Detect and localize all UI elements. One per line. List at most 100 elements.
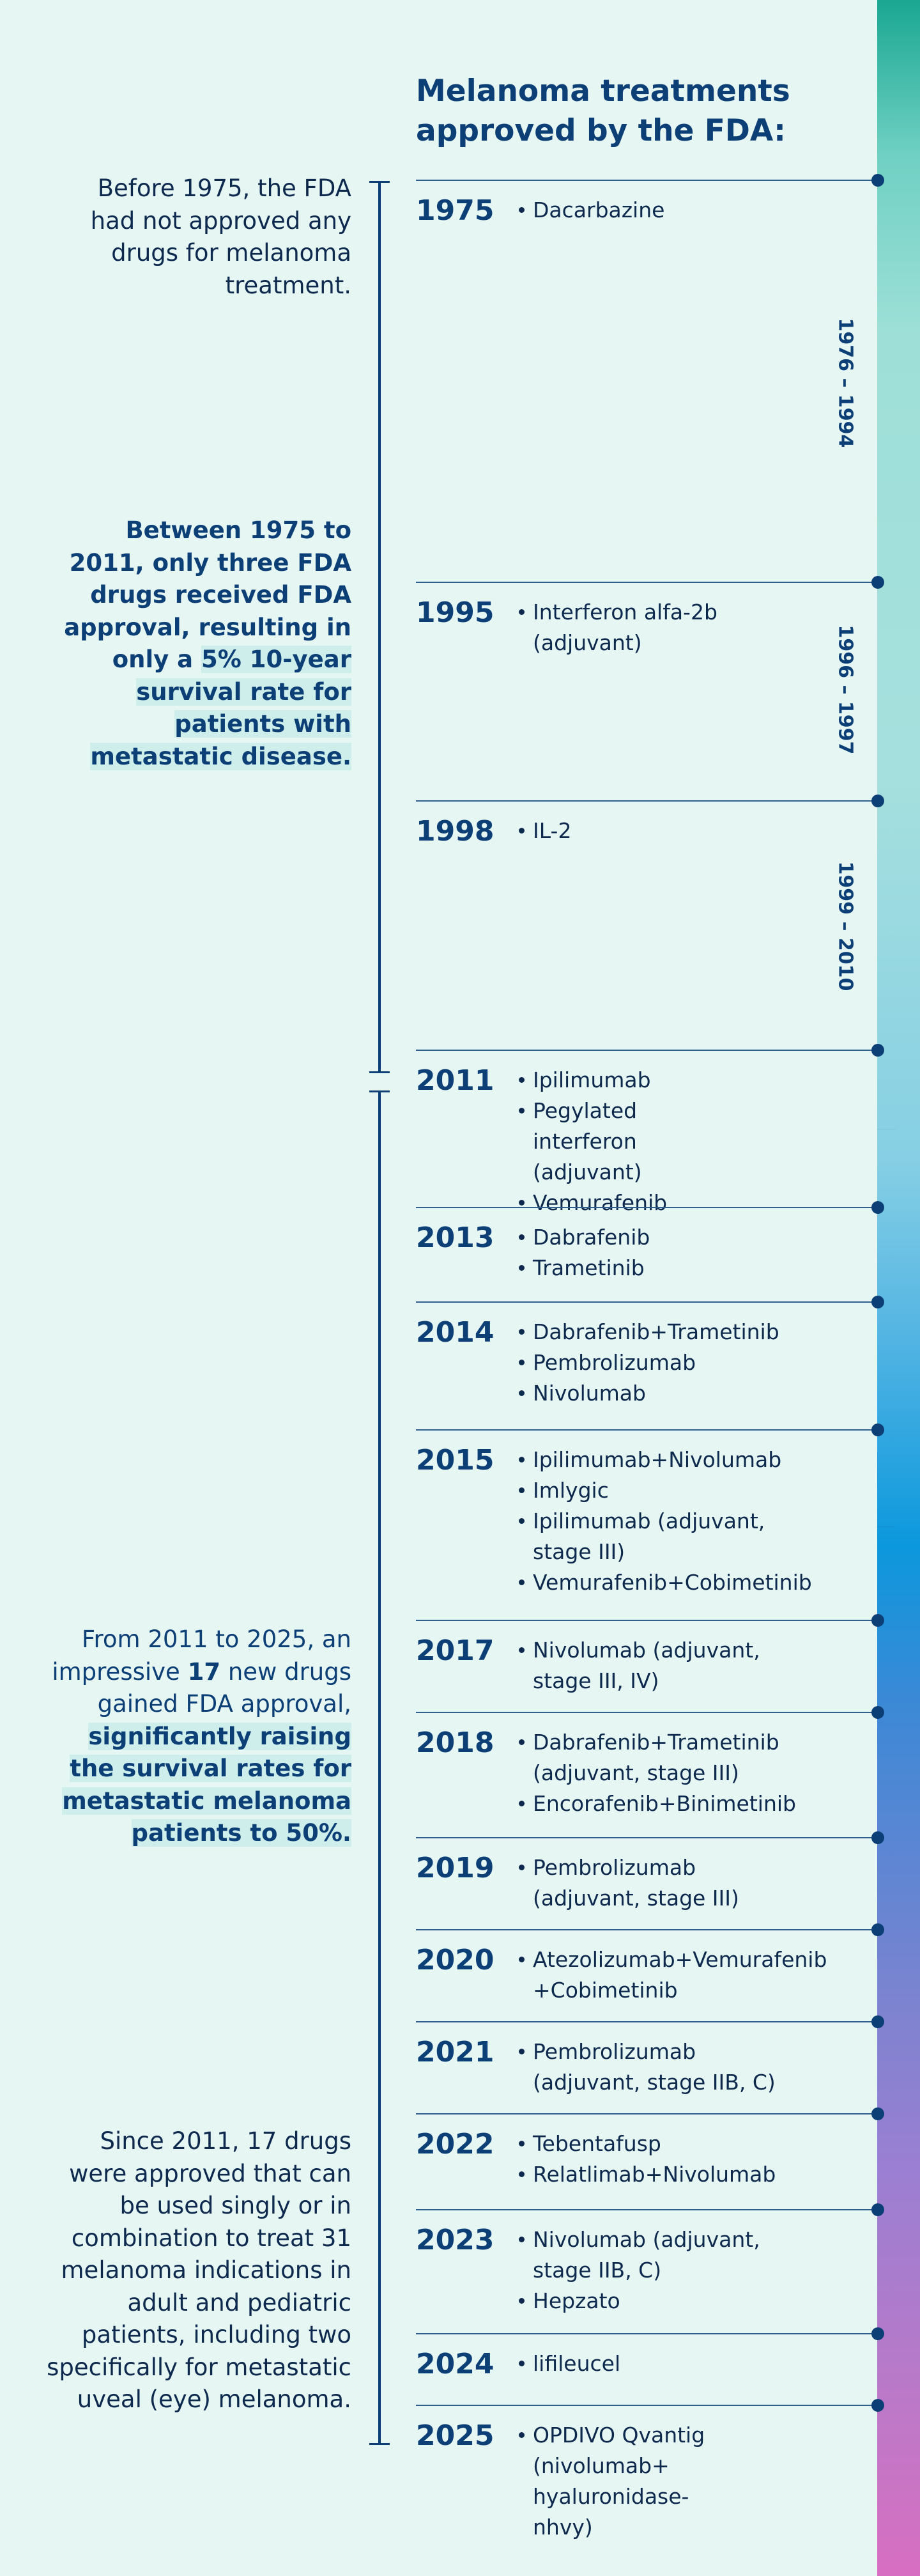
drug-list: Nivolumab (adjuvant, stage IIB, C) Hepza… (518, 2224, 792, 2316)
drug-list: Dabrafenib+Trametinib Pembrolizumab Nivo… (518, 1317, 850, 1409)
year-label: 2021 (416, 2036, 494, 2068)
note-2011-2025-text-b: new drugs gained FDA approval, (97, 1657, 351, 1718)
gradient-side-bar (877, 0, 920, 2576)
timeline-dot (871, 1424, 884, 1436)
row-divider (416, 1050, 877, 1051)
drug-item: Encorafenib+Binimetinib (518, 1788, 850, 1819)
drug-item: Relatlimab+Nivolumab (518, 2159, 850, 2190)
row-divider (416, 2021, 877, 2022)
row-divider (416, 1301, 877, 1303)
drug-item: Imlygic (518, 1475, 850, 1506)
drug-item: Pembrolizumab (adjuvant, stage IIB, C) (518, 2037, 792, 2098)
drug-item: Atezolizumab+Vemurafenib +Cobimetinib (518, 1944, 843, 2006)
drug-item: Pembrolizumab (adjuvant, stage III) (518, 1852, 760, 1914)
row-divider (416, 1429, 877, 1431)
timeline-dot (871, 174, 884, 187)
drug-list: Tebentafusp Relatlimab+Nivolumab (518, 2129, 850, 2190)
timeline-dot (871, 795, 884, 807)
note-2011-2025: From 2011 to 2025, an impressive 17 new … (45, 1624, 351, 1850)
drug-item: Trametinib (518, 1253, 850, 1284)
year-label: 2018 (416, 1726, 494, 1759)
row-divider (416, 1620, 877, 1621)
drug-list: Ipilimumab+Nivolumab Imlygic Ipilimumab … (518, 1445, 850, 1598)
year-label: 2024 (416, 2348, 494, 2380)
row-divider (416, 2333, 877, 2334)
gap-label: 1976 – 1994 (834, 318, 857, 448)
drug-list: Interferon alfa-2b (adjuvant) (518, 597, 728, 658)
row-divider (416, 800, 877, 802)
bracket-1975-2011 (378, 181, 381, 1073)
year-label: 2013 (416, 1222, 494, 1254)
row-divider (416, 2209, 877, 2210)
gap-label: 1999 – 2010 (834, 861, 857, 991)
timeline-dot (871, 2203, 884, 2216)
year-label: 2011 (416, 1064, 494, 1097)
row-divider (416, 1207, 877, 1208)
year-label: 1975 (416, 194, 494, 227)
note-1975-2011: Between 1975 to 2011, only three FDA dru… (51, 515, 351, 773)
timeline-dot (871, 2107, 884, 2120)
year-label: 2025 (416, 2419, 494, 2452)
drug-list: Nivolumab (adjuvant, stage III, IV) (518, 1635, 786, 1696)
drug-item: Dacarbazine (518, 195, 850, 226)
drug-item: Nivolumab (adjuvant, stage III, IV) (518, 1635, 786, 1696)
note-since-2011-text: Since 2011, 17 drugs were approved that … (47, 2127, 351, 2413)
page-title: Melanoma treatments approved by the FDA: (416, 74, 790, 148)
timeline-dot (871, 1923, 884, 1936)
drug-list: Dacarbazine (518, 195, 850, 226)
timeline-dot (871, 1296, 884, 1308)
note-2011-2025-text-a: From 2011 to 2025, an impressive (52, 1626, 351, 1686)
year-label: 1998 (416, 815, 494, 848)
note-2011-2025-highlight: significantly raising the survival rates… (62, 1722, 351, 1847)
side-bar-tick (877, 1526, 895, 1527)
drug-item: Ipilimumab (518, 1065, 747, 1096)
drug-list: IL-2 (518, 816, 850, 846)
year-label: 2017 (416, 1634, 494, 1667)
timeline-dot (871, 2327, 884, 2340)
bracket-2011-2025 (378, 1090, 381, 2444)
drug-item: Hepzato (518, 2286, 792, 2316)
note-2011-2025-count: 17 (187, 1657, 221, 1686)
drug-item: Nivolumab (518, 1378, 850, 1409)
timeline-dot (871, 2015, 884, 2028)
year-label: 2019 (416, 1852, 494, 1884)
drug-item: Dabrafenib (518, 1222, 850, 1253)
row-divider (416, 1929, 877, 1930)
row-divider (416, 1712, 877, 1713)
drug-item: Pembrolizumab (518, 1347, 850, 1378)
drug-list: Atezolizumab+Vemurafenib +Cobimetinib (518, 1944, 843, 2006)
year-label: 2022 (416, 2128, 494, 2161)
drug-item: Pegylated interferon (adjuvant) (518, 1096, 747, 1188)
year-label: 2020 (416, 1944, 494, 1976)
year-label: 2023 (416, 2224, 494, 2256)
drug-list: Ipilimumab Pegylated interferon (adjuvan… (518, 1065, 747, 1218)
bracket-bottom-cap (369, 2443, 390, 2445)
drug-item: Vemurafenib+Cobimetinib (518, 1567, 850, 1598)
row-divider (416, 2405, 877, 2406)
drug-item: OPDIVO Qvantig (nivolumab+ hyaluronidase… (518, 2420, 747, 2543)
timeline-dot (871, 1614, 884, 1627)
timeline-dot (871, 2399, 884, 2412)
drug-item: Tebentafusp (518, 2129, 850, 2159)
row-divider (416, 582, 877, 583)
note-1975-2011-text: Between 1975 to 2011, only three FDA dru… (64, 516, 351, 673)
row-divider (416, 1837, 877, 1838)
timeline-dot (871, 1044, 884, 1057)
drug-list: Dabrafenib+Trametinib (adjuvant, stage I… (518, 1727, 850, 1819)
drug-list: Pembrolizumab (adjuvant, stage IIB, C) (518, 2037, 792, 2098)
drug-item: IL-2 (518, 816, 850, 846)
drug-item: Ipilimumab+Nivolumab (518, 1445, 850, 1475)
drug-list: Dabrafenib Trametinib (518, 1222, 850, 1284)
drug-item: Ipilimumab (adjuvant, stage III) (518, 1506, 782, 1567)
timeline-dot (871, 1201, 884, 1214)
drug-item: Vemurafenib (518, 1188, 747, 1218)
bracket-mid-cap-upper (369, 1071, 390, 1073)
note-before-1975: Before 1975, the FDA had not approved an… (83, 173, 351, 302)
drug-item: lifileucel (518, 2348, 850, 2379)
drug-list: OPDIVO Qvantig (nivolumab+ hyaluronidase… (518, 2420, 747, 2543)
drug-item: Nivolumab (adjuvant, stage IIB, C) (518, 2224, 792, 2286)
note-since-2011: Since 2011, 17 drugs were approved that … (45, 2125, 351, 2416)
timeline-dot (871, 576, 884, 589)
note-before-1975-text: Before 1975, the FDA had not approved an… (90, 175, 351, 299)
row-divider (416, 2113, 877, 2114)
